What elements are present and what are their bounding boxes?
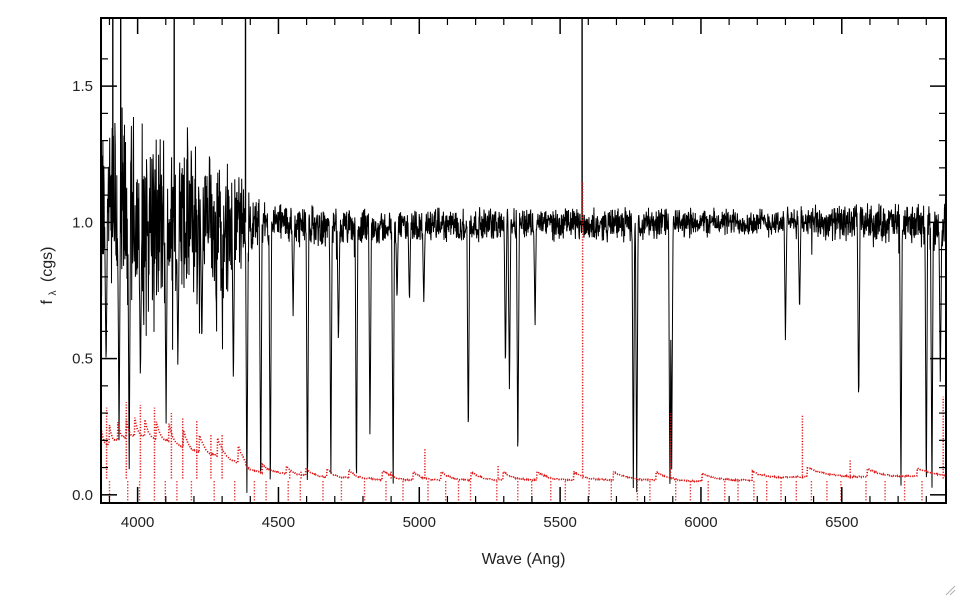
x-tick-label: 5500: [543, 514, 576, 531]
chart-marks: [101, 18, 946, 503]
plot-frame: [100, 17, 947, 504]
y-axis-label-symbol: f: [39, 299, 56, 304]
x-tick-label: 4000: [121, 514, 154, 531]
x-axis-label: Wave (Ang): [482, 551, 566, 568]
y-axis-label-subscript: λ: [48, 291, 59, 296]
x-tick-label: 5000: [403, 514, 436, 531]
y-axis-label-unit: (cgs): [39, 247, 56, 283]
x-tick-label: 6000: [684, 514, 717, 531]
chart-axes: 4000 4500 5000 5500 6000 6500 0.0 0.5 1.0 1.5: [72, 17, 947, 531]
y-tick-label: 1.0: [72, 214, 93, 231]
error-series-line: [101, 417, 946, 483]
y-tick-label: 1.5: [72, 78, 93, 95]
x-tick-label: 6500: [825, 514, 858, 531]
y-axis-label: f λ (cgs): [39, 247, 60, 305]
flux-series-line: [101, 107, 946, 493]
y-tick-label: 0.5: [72, 351, 93, 368]
y-tick-label: 0.0: [72, 487, 93, 504]
resize-grip-icon[interactable]: [944, 584, 956, 596]
x-tick-label: 4500: [262, 514, 295, 531]
